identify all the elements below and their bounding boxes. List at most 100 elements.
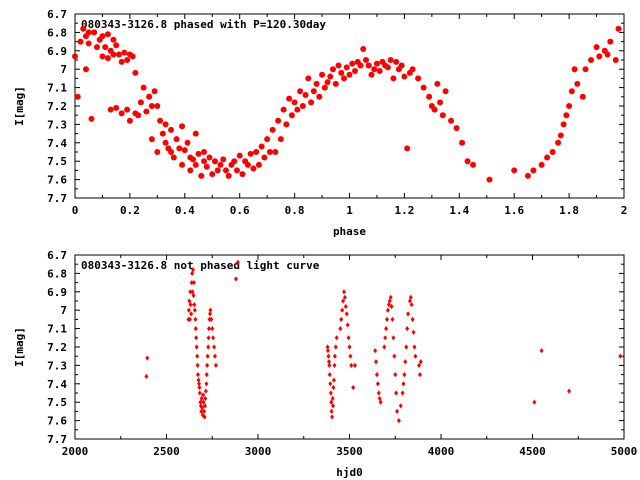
y-axis-label: I[mag] bbox=[13, 86, 26, 126]
data-point bbox=[213, 362, 218, 368]
data-point bbox=[186, 307, 191, 313]
data-point bbox=[208, 307, 213, 313]
data-point bbox=[145, 355, 150, 361]
data-point bbox=[197, 390, 202, 396]
data-point bbox=[275, 117, 282, 124]
data-point bbox=[532, 399, 537, 405]
data-point bbox=[239, 171, 246, 178]
data-point bbox=[582, 66, 589, 73]
x-tick-label: 4500 bbox=[519, 445, 546, 458]
data-point bbox=[196, 377, 201, 383]
data-point bbox=[360, 45, 367, 52]
data-point bbox=[325, 344, 330, 350]
data-point bbox=[376, 68, 383, 75]
data-point bbox=[201, 392, 206, 398]
data-point bbox=[288, 112, 295, 119]
data-point bbox=[398, 62, 405, 69]
data-point bbox=[327, 359, 332, 365]
data-point bbox=[261, 154, 268, 161]
data-point bbox=[392, 353, 397, 359]
data-point bbox=[244, 161, 251, 168]
data-point bbox=[233, 167, 240, 174]
data-point bbox=[393, 58, 400, 65]
data-point bbox=[118, 110, 125, 117]
data-point bbox=[332, 362, 337, 368]
data-point bbox=[375, 381, 380, 387]
data-point bbox=[615, 25, 622, 32]
data-point bbox=[206, 344, 211, 350]
data-point bbox=[574, 80, 581, 87]
data-point bbox=[173, 136, 180, 143]
data-point bbox=[330, 66, 337, 73]
y-tick-label: 7.5 bbox=[47, 396, 67, 409]
x-tick-label: 0.2 bbox=[120, 204, 140, 217]
data-point bbox=[187, 167, 194, 174]
data-point bbox=[113, 104, 120, 111]
x-tick-label: 0 bbox=[72, 204, 79, 217]
data-point bbox=[205, 362, 210, 368]
data-point bbox=[563, 112, 570, 119]
data-point bbox=[560, 121, 567, 128]
y-tick-label: 7.5 bbox=[47, 155, 67, 168]
data-point bbox=[406, 311, 411, 317]
data-point bbox=[148, 103, 155, 109]
data-point bbox=[404, 344, 409, 350]
data-point bbox=[567, 388, 572, 394]
data-point bbox=[181, 147, 188, 154]
data-point bbox=[188, 302, 193, 308]
data-point bbox=[398, 403, 403, 409]
data-point bbox=[331, 384, 336, 391]
data-point bbox=[607, 38, 614, 45]
data-point bbox=[124, 106, 131, 113]
data-point bbox=[326, 353, 331, 359]
data-point bbox=[612, 57, 619, 63]
data-point bbox=[352, 362, 357, 368]
data-point bbox=[415, 75, 422, 82]
data-point bbox=[82, 66, 89, 73]
data-point bbox=[453, 125, 460, 132]
data-point bbox=[184, 139, 191, 146]
data-point bbox=[77, 38, 84, 45]
data-point bbox=[195, 150, 202, 157]
x-tick-label: 3000 bbox=[245, 445, 272, 458]
data-point bbox=[327, 372, 332, 378]
data-point bbox=[357, 62, 364, 69]
data-point bbox=[80, 25, 87, 32]
data-point bbox=[88, 115, 95, 122]
data-point bbox=[222, 167, 229, 174]
data-point bbox=[524, 172, 531, 179]
data-point bbox=[394, 390, 399, 396]
data-point bbox=[209, 316, 214, 322]
y-tick-label: 7.6 bbox=[47, 415, 67, 428]
data-point bbox=[93, 44, 100, 51]
data-point bbox=[365, 62, 372, 69]
data-point bbox=[383, 335, 388, 341]
data-point bbox=[349, 362, 354, 368]
data-point bbox=[168, 126, 175, 133]
data-point bbox=[373, 60, 380, 67]
data-point bbox=[408, 294, 413, 300]
y-tick-label: 6.9 bbox=[47, 286, 67, 299]
x-tick-label: 1.4 bbox=[449, 204, 469, 217]
y-tick-label: 7 bbox=[60, 63, 67, 76]
data-point bbox=[374, 359, 379, 365]
data-point bbox=[362, 57, 369, 63]
data-point bbox=[417, 372, 422, 378]
x-tick-label: 2000 bbox=[62, 445, 89, 458]
data-point bbox=[154, 149, 161, 155]
x-tick-label: 2500 bbox=[153, 445, 180, 458]
data-point bbox=[193, 316, 198, 322]
data-point bbox=[118, 58, 125, 65]
data-point bbox=[159, 130, 166, 137]
data-point bbox=[190, 270, 195, 276]
data-point bbox=[192, 307, 197, 313]
data-point bbox=[329, 399, 334, 405]
data-point bbox=[110, 51, 117, 58]
data-point bbox=[253, 149, 260, 155]
data-point bbox=[404, 145, 411, 152]
data-point bbox=[115, 51, 122, 58]
data-point bbox=[604, 51, 611, 58]
data-point bbox=[344, 311, 349, 317]
data-point bbox=[187, 298, 192, 304]
